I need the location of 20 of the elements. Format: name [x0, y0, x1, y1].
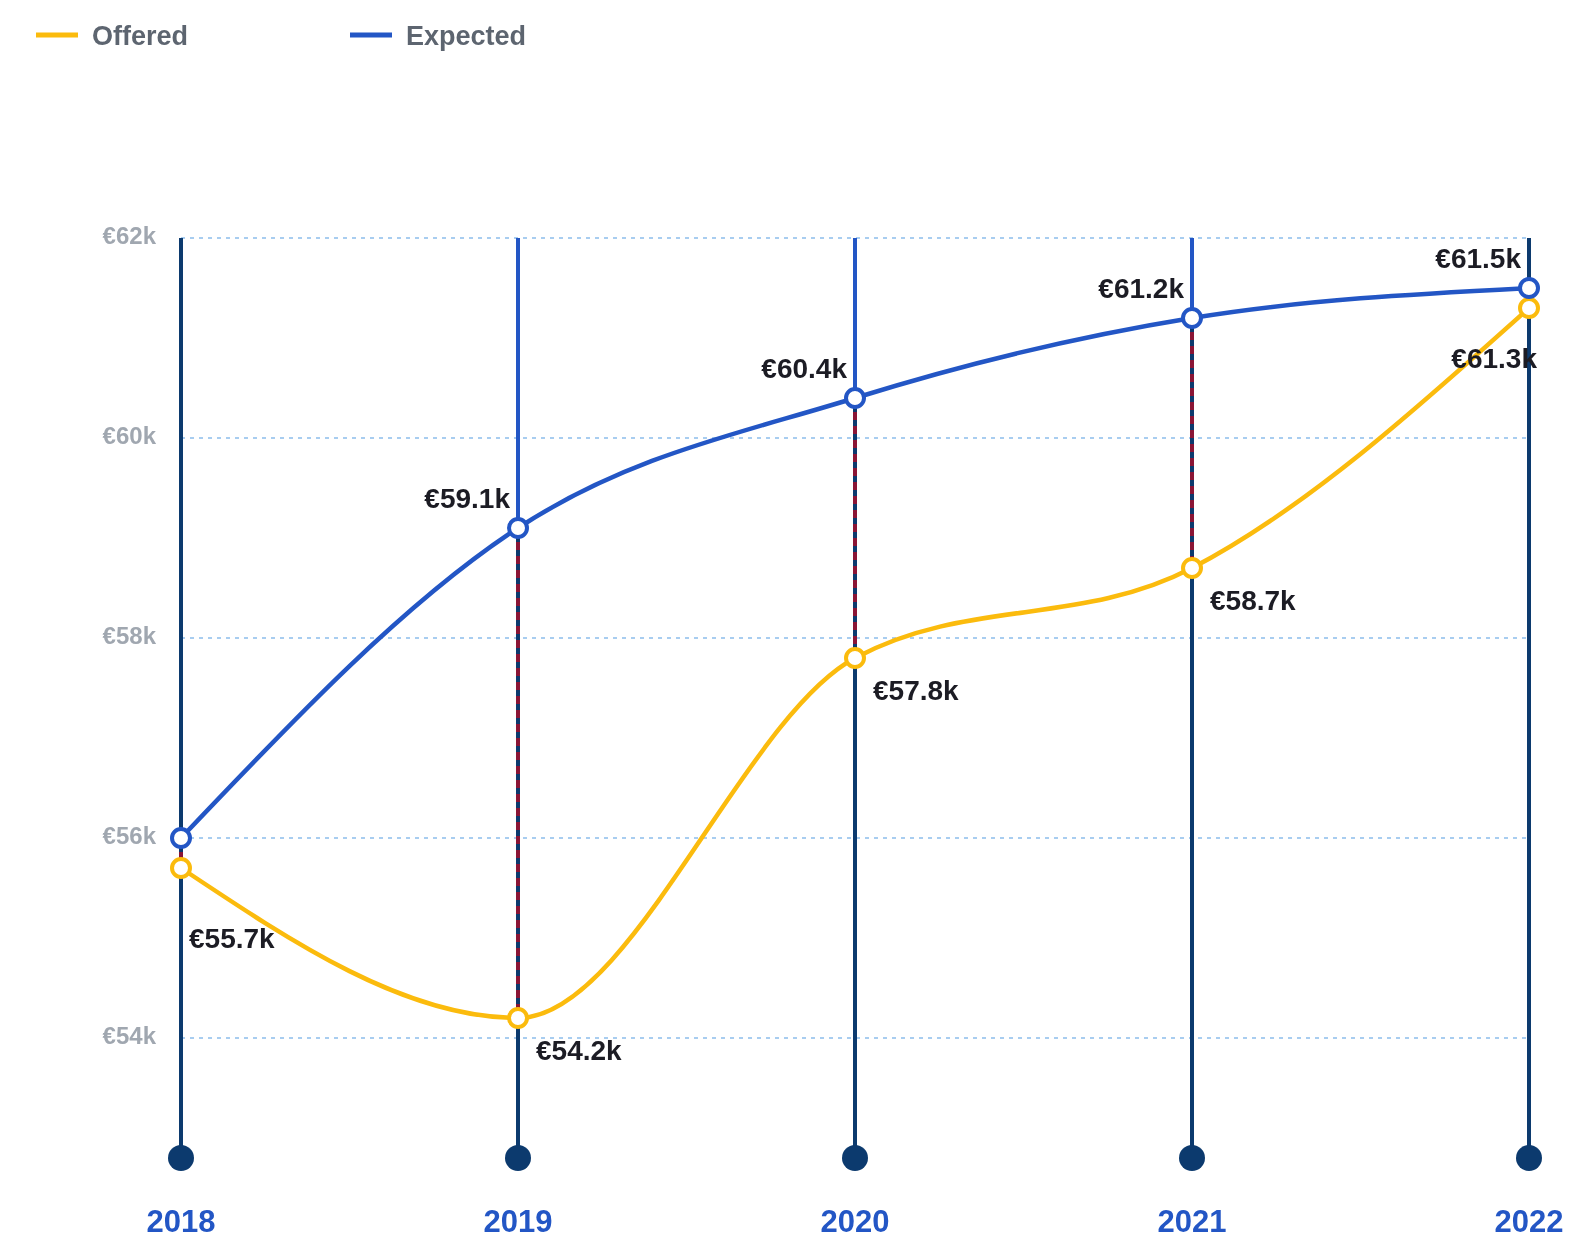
y-tick-label: €58k: [102, 622, 157, 650]
x-tick-label: 2020: [820, 1204, 890, 1239]
text: €60.4k: [761, 353, 847, 384]
x-tick-label: 2021: [1157, 1204, 1227, 1239]
y-tick-label: €62k: [102, 222, 157, 250]
y-tick-label: €54k: [102, 1022, 157, 1050]
text: €61.5k: [1435, 243, 1521, 274]
legend-label: Expected: [406, 21, 527, 52]
text: €57.8k: [873, 675, 959, 706]
x-tick-label: 2019: [483, 1204, 553, 1239]
text: €59.1k: [424, 483, 510, 514]
text: €54.2k: [536, 1035, 622, 1066]
text: €55.7k: [189, 923, 275, 954]
text: €58.7k: [1210, 585, 1296, 616]
y-tick-label: €60k: [102, 422, 157, 450]
legend-label: Offered: [92, 21, 189, 52]
text: €61.2k: [1098, 273, 1184, 304]
x-tick-label: 2018: [146, 1204, 216, 1239]
y-tick-label: €56k: [102, 822, 157, 850]
x-tick-label: 2022: [1494, 1204, 1564, 1239]
